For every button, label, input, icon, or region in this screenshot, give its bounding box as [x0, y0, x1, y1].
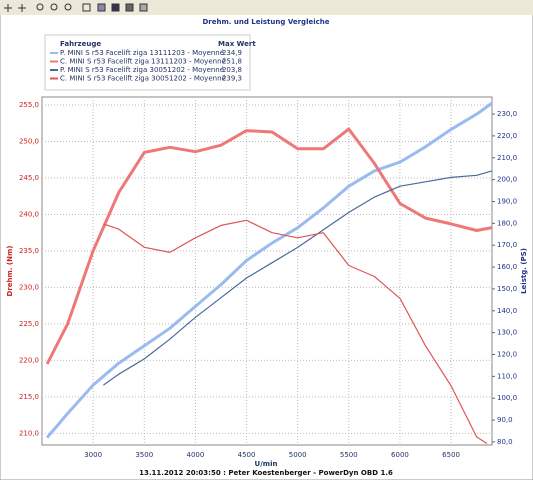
y-tick-label: 245,0 [19, 174, 39, 182]
legend-label: P. MINI S r53 Facelift ziga 30051202 - M… [60, 66, 224, 74]
zoom-out-icon[interactable] [50, 3, 58, 11]
x-axis-label: U/min [255, 460, 278, 468]
x-tick-label: 6500 [442, 451, 460, 459]
legend-max: 234,9 [222, 49, 242, 57]
legend-max: 251,8 [222, 58, 242, 66]
y-axis-label: Drehm. (Nm) [6, 246, 14, 297]
y-tick-label: 235,0 [19, 247, 39, 255]
legend-max: 203,8 [222, 66, 242, 74]
y2-tick-label: 160,0 [497, 263, 517, 271]
legend-label: C. MINI S r53 Facelift ziga 30051202 - M… [60, 75, 226, 83]
x-tick-label: 3500 [135, 451, 153, 459]
series-line [103, 219, 488, 445]
y-tick-label: 240,0 [19, 210, 39, 218]
y2-tick-label: 210,0 [497, 154, 517, 162]
toolbar-icons[interactable] [4, 3, 148, 12]
footer: 13.11.2012 20:03:50 : Peter Koestenberge… [139, 469, 393, 477]
x-tick-label: 3000 [84, 451, 102, 459]
legend-max: 239,3 [222, 75, 242, 83]
y2-tick-label: 110,0 [497, 372, 517, 380]
series-line [45, 127, 493, 365]
y2-tick-label: 200,0 [497, 176, 517, 184]
series-line [103, 170, 493, 386]
x-tick-label: 4000 [186, 451, 204, 459]
y2-tick-label: 140,0 [497, 307, 517, 315]
y2-tick-label: 220,0 [497, 132, 517, 140]
plot-area [41, 96, 493, 446]
open-icon[interactable] [97, 3, 106, 12]
y2-tick-label: 170,0 [497, 241, 517, 249]
print-icon[interactable] [125, 3, 134, 12]
y2-tick-label: 100,0 [497, 394, 517, 402]
y-tick-label: 250,0 [19, 138, 39, 146]
x-tick-label: 5000 [289, 451, 307, 459]
y2-tick-label: 190,0 [497, 197, 517, 205]
y-tick-label: 210,0 [19, 429, 39, 437]
zoom-reset-icon[interactable] [64, 3, 72, 11]
y-tick-label: 215,0 [19, 393, 39, 401]
save-icon[interactable] [111, 3, 120, 12]
legend-label: P. MINI S r53 Facelift ziga 13111203 - M… [60, 49, 224, 57]
y-tick-label: 225,0 [19, 320, 39, 328]
x-tick-label: 5500 [340, 451, 358, 459]
y2-tick-label: 180,0 [497, 219, 517, 227]
y-tick-label: 230,0 [19, 283, 39, 291]
legend-header: Fahrzeuge [60, 40, 101, 48]
y2-tick-label: 80,0 [497, 438, 513, 446]
legend [44, 34, 251, 91]
zoom-in-icon[interactable] [36, 3, 44, 11]
x-tick-label: 6000 [391, 451, 409, 459]
legend-header: Max Wert [218, 40, 256, 48]
y2-tick-label: 130,0 [497, 329, 517, 337]
checkbox-icon[interactable] [82, 3, 91, 12]
y2-tick-label: 230,0 [497, 110, 517, 118]
y2-tick-label: 90,0 [497, 416, 513, 424]
y2-tick-label: 120,0 [497, 351, 517, 359]
pan-icon[interactable] [4, 4, 12, 12]
series-line [45, 101, 493, 439]
toolbar [0, 0, 533, 15]
move-icon[interactable] [18, 4, 26, 12]
chart-title: Drehm. und Leistung Vergleiche [202, 18, 329, 26]
legend-label: C. MINI S r53 Facelift ziga 13111203 - M… [60, 58, 226, 66]
copy-icon[interactable] [139, 3, 148, 12]
y-tick-label: 255,0 [19, 101, 39, 109]
y-tick-label: 220,0 [19, 356, 39, 364]
x-tick-label: 4500 [238, 451, 256, 459]
y2-axis-label: Leistg. (PS) [520, 248, 528, 294]
y2-tick-label: 150,0 [497, 285, 517, 293]
